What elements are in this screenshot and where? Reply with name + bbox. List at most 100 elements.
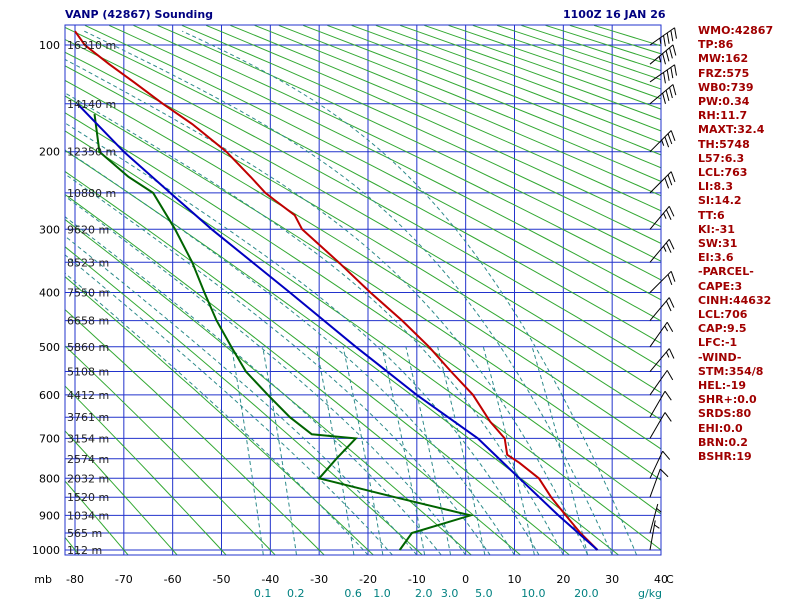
stats-line: LCL:706 [698, 308, 748, 322]
pressure-tick-label: 300 [39, 223, 60, 236]
stats-line: WB0:739 [698, 80, 754, 94]
wind-barb-full [670, 67, 674, 79]
wind-barb-full [669, 47, 673, 59]
wind-barb-full [669, 87, 673, 99]
moist-adiabat-line [65, 272, 369, 555]
dry-adiabat-line [157, 25, 661, 262]
stats-line: SHR+:0.0 [698, 393, 757, 407]
wind-barb-full [662, 93, 666, 104]
wind-barb-full [665, 50, 670, 62]
altitude-label: 10880 m [67, 187, 116, 200]
wind-barb-staff [649, 450, 664, 479]
wind-barb-half [659, 38, 662, 45]
moist-adiabat-line [65, 235, 418, 555]
dry-adiabat-line [65, 308, 325, 555]
mixing-ratio-line [315, 346, 355, 555]
pressure-tick-label: 200 [39, 146, 60, 159]
wind-barb-full [666, 322, 674, 333]
dry-adiabat-line [65, 65, 661, 421]
mixing-ratio-label: 20.0 [574, 587, 599, 600]
dry-adiabat-line [278, 25, 661, 182]
stats-line: RH:11.7 [698, 109, 748, 123]
wind-barb-full [664, 412, 672, 422]
wind-barb-full [662, 53, 666, 65]
mixing-ratio-label: 0.2 [287, 587, 305, 600]
stats-line: WMO:42867 [698, 24, 774, 37]
dry-adiabat-line [65, 385, 227, 555]
altitude-label: 16310 m [67, 39, 116, 52]
mixing-ratio-line [342, 346, 384, 555]
wind-barb-full [667, 274, 673, 286]
wind-barb-half [663, 213, 667, 219]
moist-adiabat-line [65, 195, 467, 555]
moist-adiabat-line [65, 92, 564, 555]
page-title: VANP (42867) Sounding [65, 8, 214, 21]
wind-barb-full [665, 242, 672, 253]
wind-barb-full [666, 32, 670, 44]
altitude-label: 565 m [67, 527, 102, 540]
temp-tick-label: 40 [654, 573, 668, 586]
wind-barb-half [663, 245, 667, 252]
moist-adiabat-line [181, 30, 638, 555]
temp-tick-label: 20 [556, 573, 570, 586]
altitude-label: 112 m [67, 544, 102, 557]
pressure-axis-unit: mb [34, 573, 52, 586]
wind-barb-full [664, 177, 670, 189]
dry-adiabat-line [108, 25, 661, 301]
mixing-ratio-label: 2.0 [415, 587, 433, 600]
altitude-label: 3154 m [67, 432, 109, 445]
wind-barb-full [666, 69, 670, 81]
stats-section-header: -WIND- [698, 350, 742, 364]
dry-adiabat-line [65, 149, 619, 555]
dry-adiabat-line [65, 26, 661, 344]
dry-adiabat-line [65, 430, 178, 555]
dry-adiabat-line [254, 25, 661, 197]
wind-barb-half [658, 56, 662, 63]
pressure-tick-label: 600 [39, 389, 60, 402]
wind-barb-full [668, 239, 675, 250]
stats-line: BSHR:19 [698, 450, 752, 464]
stats-line: MAXT:32.4 [698, 123, 765, 137]
temperature-trace [74, 30, 599, 551]
dry-adiabats [65, 25, 661, 555]
wind-barb-full [670, 130, 676, 141]
wind-barb-staff [649, 321, 668, 348]
temp-tick-label: -20 [359, 573, 377, 586]
stats-line: STM:354/8 [698, 364, 764, 378]
wind-barb-full [665, 300, 672, 312]
mixing-ratio-label: 3.0 [441, 587, 459, 600]
stats-line: SW:31 [698, 237, 738, 251]
dry-adiabat-line [65, 193, 521, 555]
moist-adiabat-line [65, 173, 491, 555]
stats-line: PW:0.34 [698, 95, 750, 109]
temp-tick-label: 0 [462, 573, 469, 586]
ratio-axis-unit: g/kg [638, 587, 662, 600]
dry-adiabat-line [133, 25, 661, 281]
altitude-label: 14140 m [67, 98, 116, 111]
temp-tick-label: 10 [507, 573, 521, 586]
mixing-ratio-line [231, 346, 264, 555]
altitude-label: 6658 m [67, 315, 109, 328]
wind-barb-half [661, 139, 665, 146]
temp-tick-label: 30 [605, 573, 619, 586]
wind-barb-full [659, 468, 669, 478]
stats-line: SI:14.2 [698, 194, 742, 208]
wind-barb-full [667, 133, 673, 145]
mixing-ratio-lines [231, 346, 589, 555]
wind-barb-full [674, 27, 677, 39]
pressure-tick-label: 800 [39, 472, 60, 485]
temp-tick-label: -70 [115, 573, 133, 586]
wind-barb-half [665, 351, 670, 358]
mixing-ratio-line [381, 346, 426, 555]
pressure-tick-label: 100 [39, 39, 60, 52]
wind-barb-full [674, 64, 677, 76]
dry-adiabat-line [65, 276, 374, 555]
temp-tick-label: -30 [310, 573, 328, 586]
wind-barb-staff [649, 468, 661, 498]
dry-adiabat-line [230, 25, 661, 212]
temp-axis-unit: C [666, 573, 674, 586]
dry-adiabat-line [65, 345, 276, 555]
plot-frame [64, 24, 662, 556]
wind-barb-staff [649, 412, 666, 439]
stats-line: MW:162 [698, 52, 749, 66]
